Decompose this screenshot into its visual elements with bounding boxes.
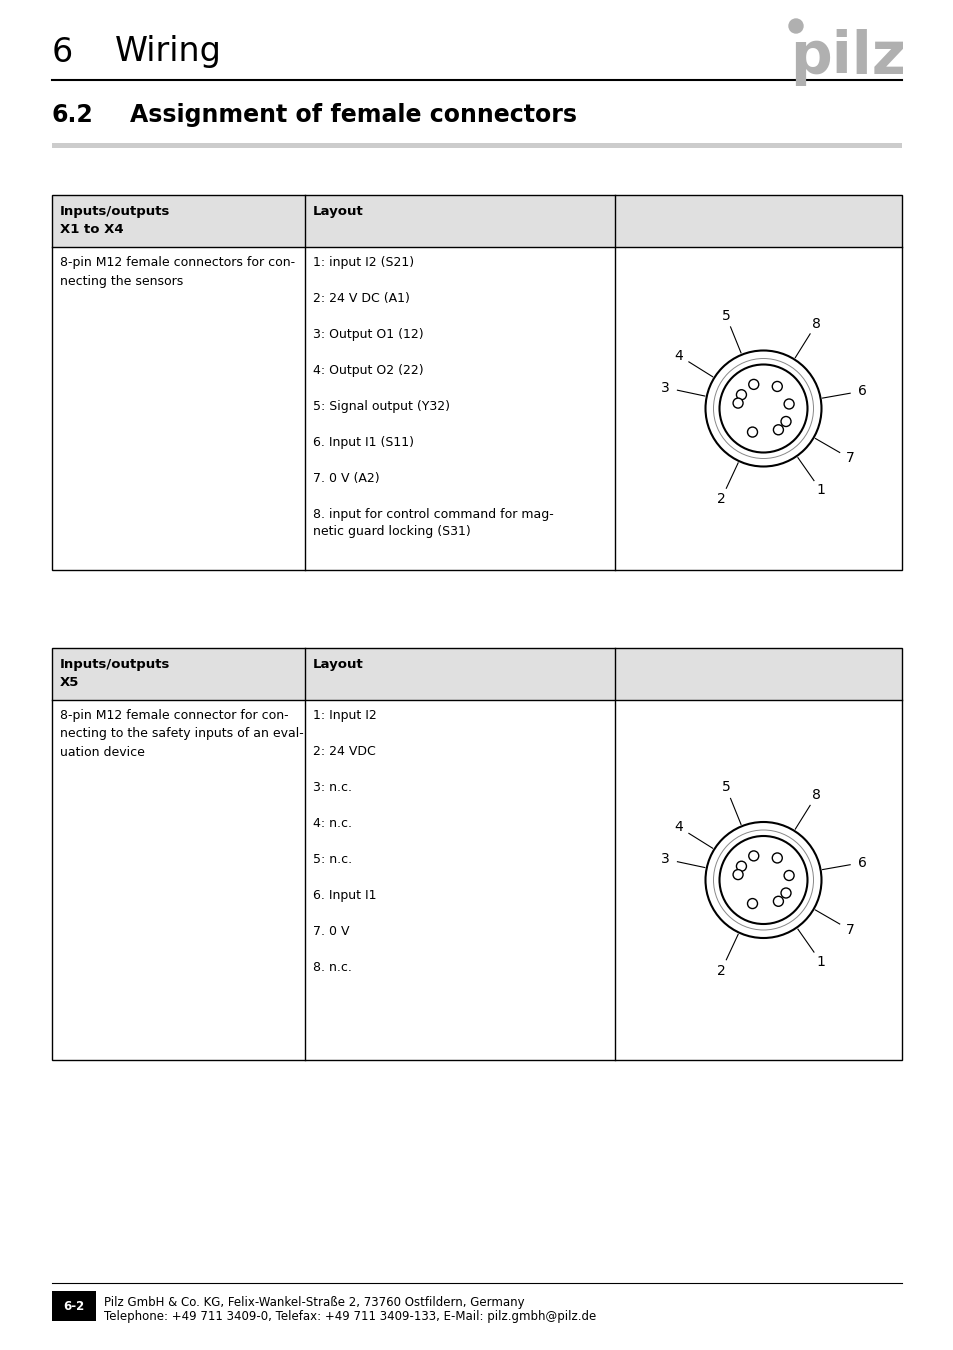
Circle shape bbox=[719, 836, 806, 923]
Text: 3: 3 bbox=[660, 381, 669, 394]
Text: 5: Signal output (Y32): 5: Signal output (Y32) bbox=[313, 400, 450, 413]
Circle shape bbox=[732, 398, 742, 408]
Text: 4: 4 bbox=[674, 348, 682, 363]
Text: 6. Input I1: 6. Input I1 bbox=[313, 890, 376, 902]
Bar bbox=[52, 194, 901, 247]
Text: pilz: pilz bbox=[789, 30, 904, 86]
Circle shape bbox=[705, 351, 821, 467]
Circle shape bbox=[747, 427, 757, 437]
Text: 7: 7 bbox=[845, 923, 854, 937]
Text: 8-pin M12 female connectors for con-
necting the sensors: 8-pin M12 female connectors for con- nec… bbox=[60, 256, 294, 288]
Text: 8: 8 bbox=[811, 317, 821, 331]
Circle shape bbox=[783, 400, 793, 409]
Text: 8. input for control command for mag-
netic guard locking (S31): 8. input for control command for mag- ne… bbox=[313, 508, 553, 539]
Text: 1: input I2 (S21): 1: input I2 (S21) bbox=[313, 256, 414, 269]
Text: 7: 7 bbox=[845, 451, 854, 466]
Bar bbox=[52, 648, 901, 701]
Text: 6-2: 6-2 bbox=[63, 1300, 85, 1312]
Text: 6. Input I1 (S11): 6. Input I1 (S11) bbox=[313, 436, 414, 450]
Bar bbox=[52, 1291, 96, 1322]
Circle shape bbox=[773, 425, 782, 435]
Text: Inputs/outputs: Inputs/outputs bbox=[60, 205, 171, 217]
Text: X5: X5 bbox=[60, 676, 79, 688]
Circle shape bbox=[772, 853, 781, 863]
Circle shape bbox=[747, 899, 757, 909]
Text: 3: Output O1 (12): 3: Output O1 (12) bbox=[313, 328, 423, 342]
Text: 1: Input I2: 1: Input I2 bbox=[313, 709, 376, 722]
Circle shape bbox=[788, 19, 802, 32]
Bar bbox=[52, 648, 901, 1060]
Text: 3: n.c.: 3: n.c. bbox=[313, 782, 352, 794]
Circle shape bbox=[773, 896, 782, 906]
Text: Layout: Layout bbox=[313, 205, 363, 217]
Circle shape bbox=[772, 382, 781, 391]
Text: 6.2: 6.2 bbox=[52, 103, 93, 127]
Text: 7. 0 V (A2): 7. 0 V (A2) bbox=[313, 472, 379, 485]
Text: Inputs/outputs: Inputs/outputs bbox=[60, 657, 171, 671]
Text: 4: n.c.: 4: n.c. bbox=[313, 817, 352, 830]
Text: Layout: Layout bbox=[313, 657, 363, 671]
Circle shape bbox=[748, 850, 758, 861]
Text: 5: n.c.: 5: n.c. bbox=[313, 853, 352, 865]
Text: 2: 24 V DC (A1): 2: 24 V DC (A1) bbox=[313, 292, 410, 305]
Text: 4: 4 bbox=[674, 819, 682, 834]
Text: Telephone: +49 711 3409-0, Telefax: +49 711 3409-133, E-Mail: pilz.gmbh@pilz.de: Telephone: +49 711 3409-0, Telefax: +49 … bbox=[104, 1310, 596, 1323]
Text: 8. n.c.: 8. n.c. bbox=[313, 961, 352, 973]
Text: 4: Output O2 (22): 4: Output O2 (22) bbox=[313, 364, 423, 377]
Circle shape bbox=[781, 417, 790, 427]
Circle shape bbox=[705, 822, 821, 938]
Text: 5: 5 bbox=[720, 309, 730, 323]
Text: 5: 5 bbox=[720, 780, 730, 794]
Text: Wiring: Wiring bbox=[115, 35, 222, 69]
Text: 2: 24 VDC: 2: 24 VDC bbox=[313, 745, 375, 757]
Circle shape bbox=[736, 390, 745, 400]
Circle shape bbox=[748, 379, 758, 389]
Circle shape bbox=[781, 888, 790, 898]
Circle shape bbox=[732, 869, 742, 880]
Bar bbox=[52, 143, 901, 148]
Text: X1 to X4: X1 to X4 bbox=[60, 223, 124, 236]
Text: 2: 2 bbox=[716, 493, 725, 506]
Text: 1: 1 bbox=[816, 954, 824, 969]
Text: 6: 6 bbox=[857, 856, 865, 869]
Bar bbox=[52, 194, 901, 570]
Text: 8: 8 bbox=[811, 788, 821, 802]
Circle shape bbox=[736, 861, 745, 871]
Text: Pilz GmbH & Co. KG, Felix-Wankel-Straße 2, 73760 Ostfildern, Germany: Pilz GmbH & Co. KG, Felix-Wankel-Straße … bbox=[104, 1296, 524, 1310]
Text: 1: 1 bbox=[816, 483, 824, 497]
Text: 2: 2 bbox=[716, 964, 725, 977]
Text: 6: 6 bbox=[857, 385, 865, 398]
Circle shape bbox=[783, 871, 793, 880]
Circle shape bbox=[719, 364, 806, 452]
Text: Assignment of female connectors: Assignment of female connectors bbox=[130, 103, 577, 127]
Text: 3: 3 bbox=[660, 852, 669, 867]
Text: 7. 0 V: 7. 0 V bbox=[313, 925, 349, 938]
Text: 8-pin M12 female connector for con-
necting to the safety inputs of an eval-
uat: 8-pin M12 female connector for con- nect… bbox=[60, 709, 303, 759]
Text: 6: 6 bbox=[52, 35, 73, 69]
